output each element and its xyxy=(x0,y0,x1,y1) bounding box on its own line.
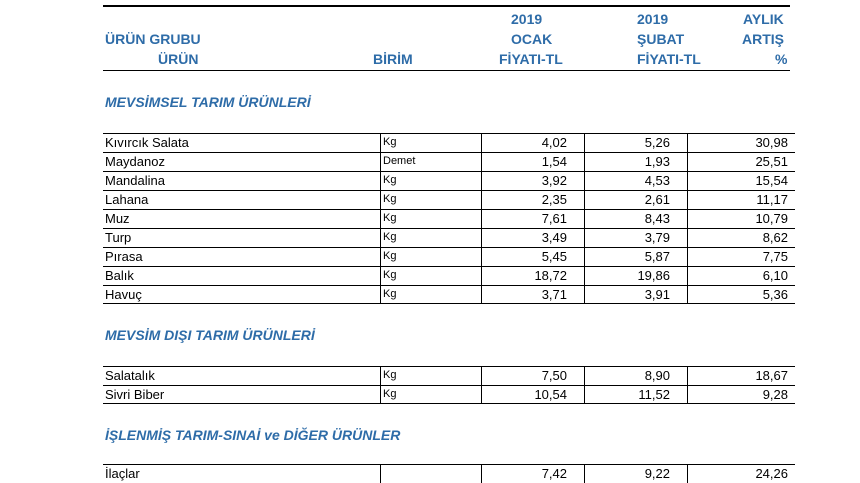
header-feb-month: ŞUBAT xyxy=(637,31,685,47)
header-increase-label-2: ARTIŞ xyxy=(742,31,784,47)
table-top-rule xyxy=(103,5,790,7)
table-row: Balık Kg 18,72 19,86 6,10 xyxy=(103,266,795,285)
header-feb-year: 2019 xyxy=(637,11,669,27)
header-feb-price: FİYATI-TL xyxy=(637,51,701,67)
header-jan-price: FİYATI-TL xyxy=(499,51,563,67)
table-row: Salatalık Kg 7,50 8,90 18,67 xyxy=(103,366,795,385)
table-off-season: Salatalık Kg 7,50 8,90 18,67 Sivri Biber Kg 10… xyxy=(103,366,795,404)
table-row: Turp Kg 3,49 3,79 8,62 xyxy=(103,228,795,247)
table-seasonal: Kıvırcık Salata Kg 4,02 5,26 30,98 Maydanoz D… xyxy=(103,133,795,304)
header-product-label: ÜRÜN xyxy=(158,51,199,67)
header-unit-label: BİRİM xyxy=(373,51,413,67)
header-jan-year: 2019 xyxy=(511,11,543,27)
table-row: Kıvırcık Salata Kg 4,02 5,26 30,98 xyxy=(103,133,795,152)
table-row: Maydanoz Demet 1,54 1,93 25,51 xyxy=(103,152,795,171)
table-row: Havuç Kg 3,71 3,91 5,36 xyxy=(103,285,795,304)
table-row: Lahana Kg 2,35 2,61 11,17 xyxy=(103,190,795,209)
table-row: İlaçlar 7,42 9,22 24,26 xyxy=(103,464,795,483)
table-processed: İlaçlar 7,42 9,22 24,26 xyxy=(103,464,795,483)
table-row: Sivri Biber Kg 10,54 11,52 9,28 xyxy=(103,385,795,404)
header-bottom-rule xyxy=(103,70,790,71)
section-title-processed: İŞLENMİŞ TARIM-SINAİ ve DİĞER ÜRÜNLER xyxy=(105,427,401,443)
table-row: Muz Kg 7,61 8,43 10,79 xyxy=(103,209,795,228)
table-row: Pırasa Kg 5,45 5,87 7,75 xyxy=(103,247,795,266)
header-percent-label: % xyxy=(775,51,788,67)
section-title-seasonal: MEVSİMSEL TARIM ÜRÜNLERİ xyxy=(105,94,311,110)
header-jan-month: OCAK xyxy=(511,31,553,47)
table-row: Mandalina Kg 3,92 4,53 15,54 xyxy=(103,171,795,190)
header-increase-label: AYLIK xyxy=(743,11,784,27)
header-group-label: ÜRÜN GRUBU xyxy=(105,31,201,47)
section-title-off-season: MEVSİM DIŞI TARIM ÜRÜNLERİ xyxy=(105,327,315,343)
